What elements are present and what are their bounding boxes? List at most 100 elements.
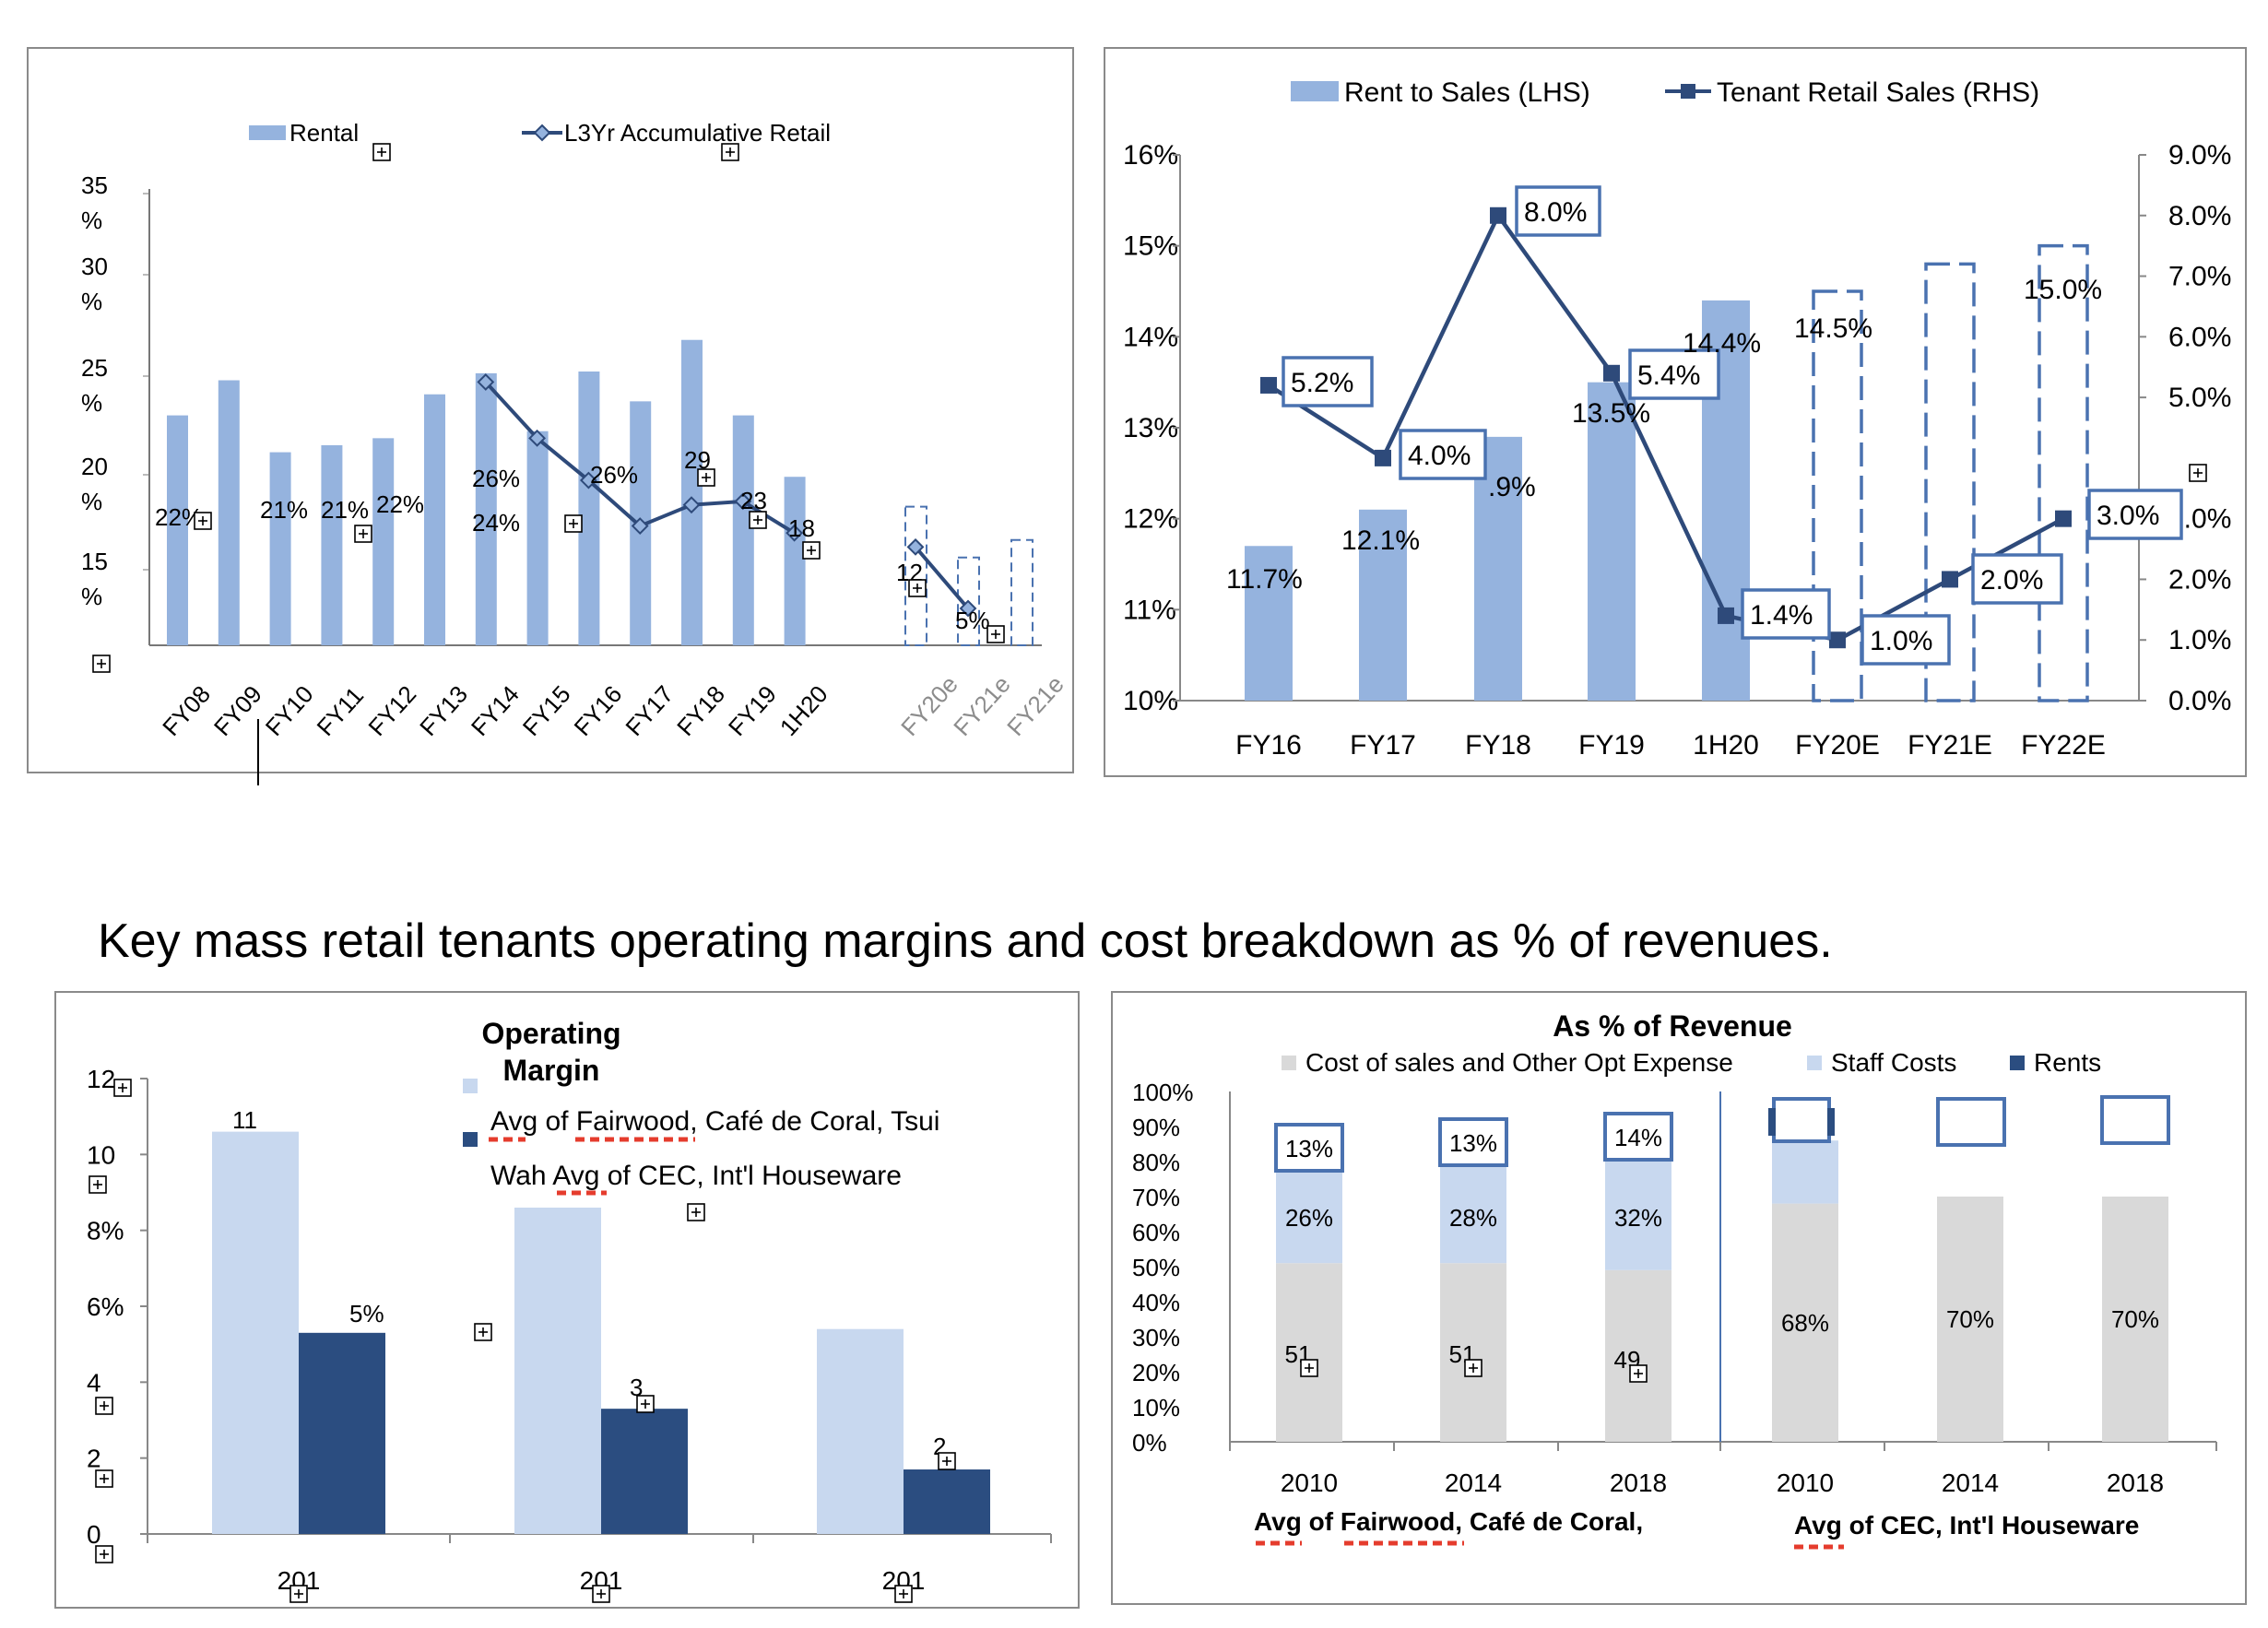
y-tick-label-right: 9.0% (2168, 140, 2231, 171)
line-point-marker (528, 429, 547, 447)
data-label: 21% (260, 496, 308, 524)
bar-cost-of-sales (2102, 1197, 2168, 1442)
legend-label: Wah Avg of CEC, Int'l Houseware (490, 1161, 902, 1191)
rents-data-label: 14% (1614, 1124, 1662, 1151)
y-tick-label-right: 2.0% (2168, 564, 2231, 595)
line-label-box (1282, 356, 1374, 407)
y-tick-label: 100% (1132, 1079, 1194, 1106)
expand-marker-icon (2189, 464, 2207, 482)
line-accumulative-retail-estimate (914, 546, 970, 610)
y-tick-label-left: 13% (1123, 413, 1178, 443)
expand-marker-icon (1464, 1359, 1482, 1377)
staff-data-label: 32% (1614, 1204, 1662, 1232)
y-tick-label: 60% (1132, 1219, 1180, 1246)
expand-marker-icon (697, 468, 715, 487)
bar-rental (269, 452, 291, 645)
line-point-marker (1829, 631, 1846, 649)
rents-label-box (1936, 1097, 2006, 1147)
expand-marker-icon (289, 1585, 308, 1603)
y-tick-label: 12 (87, 1065, 115, 1093)
bar-fairwood-avg (212, 1131, 299, 1534)
x-tick-label: 2010 (1281, 1469, 1338, 1497)
bar-rental (424, 394, 445, 645)
bar-cost-of-sales (1772, 1203, 1838, 1442)
expand-marker-icon (372, 143, 391, 161)
bar-staff-costs (1772, 1140, 1838, 1204)
expand-marker-icon (802, 541, 821, 560)
expand-marker-icon (89, 1175, 107, 1194)
x-tick-label: 2018 (1610, 1469, 1667, 1497)
y-tick-label: % (81, 389, 102, 417)
rents-label-box (1603, 1112, 1673, 1162)
bar-rental-estimate (1010, 538, 1034, 646)
bar-rental (321, 444, 343, 645)
legend-swatch-rent (1291, 81, 1339, 101)
y-tick-label: 30 (81, 253, 108, 280)
group-label: Avg of CEC, Int'l Houseware (1794, 1511, 2139, 1540)
y-tick-label-right: 5.0% (2168, 383, 2231, 413)
line-data-label: 5.4% (1637, 360, 1700, 391)
expand-marker-icon (95, 1397, 113, 1415)
bar-fairwood-avg (514, 1207, 601, 1534)
y-tick-label: 0% (1132, 1429, 1167, 1457)
bar-rents-sliver (1768, 1108, 1776, 1136)
y-tick-label-left: 11% (1123, 595, 1176, 625)
chart-title: Operating (481, 1017, 620, 1050)
bar-cost-of-sales (1440, 1263, 1506, 1442)
bar-rent-to-sales-estimate (1924, 262, 1976, 702)
line-point-marker (1375, 449, 1391, 466)
legend-swatch-fairwood (463, 1079, 478, 1093)
line-data-label: 8.0% (1524, 197, 1587, 228)
x-tick-label: FY22E (2021, 730, 2106, 761)
y-tick-label: 50% (1132, 1254, 1180, 1281)
legend-marker (533, 124, 551, 142)
line-label-box (1971, 553, 2063, 605)
line-point-marker (1603, 364, 1620, 382)
legend-swatch-rental (249, 125, 286, 140)
line-data-label: 5.2% (1291, 368, 1353, 398)
bar-staff-costs (1276, 1172, 1342, 1264)
bar-rents-sliver (1827, 1108, 1835, 1136)
chart-title: As % of Revenue (1553, 1009, 1792, 1043)
y-tick-label: 90% (1132, 1114, 1180, 1141)
expand-marker-icon (986, 625, 1005, 643)
bar-rental (784, 477, 806, 645)
y-tick-label: 70% (1132, 1184, 1180, 1211)
cost-data-label: 68% (1781, 1309, 1829, 1337)
data-label: 23 (740, 487, 767, 514)
legend-label: Staff Costs (1831, 1048, 1956, 1077)
bar-fairwood-avg (817, 1328, 904, 1534)
bar-rental-estimate (904, 505, 927, 646)
expand-marker-icon (95, 1469, 113, 1488)
line-point-marker (631, 517, 649, 535)
data-label: 18 (788, 514, 815, 542)
line-tenant-retail-sales (1267, 211, 2065, 643)
chart2-rent-to-sales: 16% 15% 14% 13% 12% 11% 10% 9.0% 8.0% 7.0% 6.0% 5.0… (1123, 77, 2231, 761)
y-tick-label: % (81, 488, 102, 515)
y-tick-label: 0 (87, 1520, 101, 1549)
bar-rental (167, 415, 188, 645)
line-data-label: 1.0% (1870, 626, 1932, 656)
legend-swatch-cost (1282, 1056, 1296, 1070)
y-tick-label: 20% (1132, 1359, 1180, 1386)
bar-rent-to-sales (1474, 436, 1522, 701)
y-tick-label: 20 (81, 453, 108, 480)
legend-label: Cost of sales and Other Opt Expense (1305, 1048, 1733, 1077)
legend-label: Avg of Fairwood, Café de Coral, Tsui (490, 1106, 939, 1137)
page-heading: Key mass retail tenants operating margin… (98, 914, 1833, 968)
data-label: 26% (590, 461, 638, 489)
bar-cost-of-sales (1276, 1263, 1342, 1442)
chart2-frame (1104, 47, 2247, 777)
bar-cec-avg (601, 1409, 688, 1534)
x-tick-label: FY20E (1795, 730, 1880, 761)
legend-swatch-rents (2010, 1056, 2025, 1070)
y-tick-label: 10% (1132, 1394, 1180, 1422)
legend-swatch-cec (463, 1132, 478, 1147)
y-tick-label: % (81, 206, 102, 234)
bar-rental (732, 415, 754, 645)
chart1-frame (27, 47, 1074, 773)
expand-marker-icon (592, 1585, 610, 1603)
data-label: 11 (232, 1106, 257, 1134)
bar-data-label: 11.7% (1226, 564, 1303, 595)
